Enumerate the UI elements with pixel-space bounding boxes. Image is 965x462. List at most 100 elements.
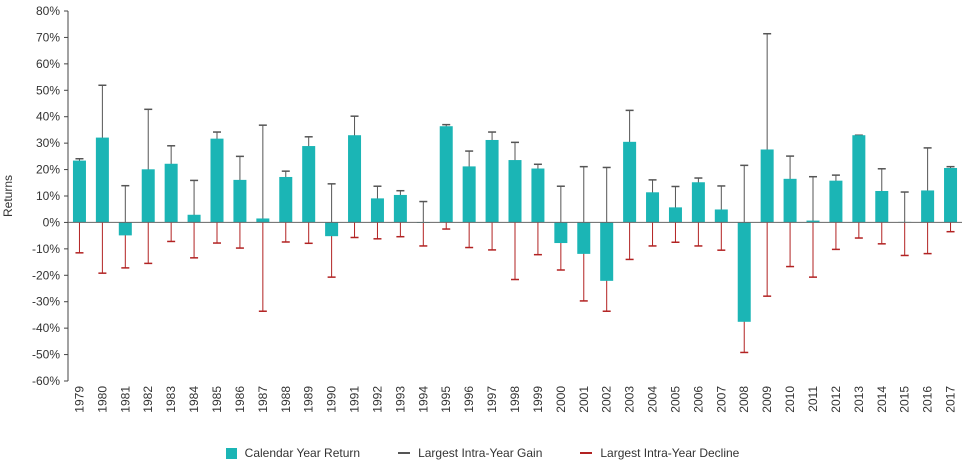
x-tick-label: 2005 <box>668 386 682 413</box>
legend-item-calendar-year-return: Calendar Year Return <box>225 444 361 462</box>
legend-item-largest-intra-year-decline: Largest Intra-Year Decline <box>580 444 739 462</box>
y-tick-label: 10% <box>36 189 60 203</box>
x-tick-label: 2001 <box>577 386 591 413</box>
legend-swatch-calendar-year-return <box>225 447 237 459</box>
y-tick-label: -10% <box>32 242 60 256</box>
return-bar <box>164 163 178 223</box>
return-bar <box>577 222 591 254</box>
x-tick-label: 1995 <box>439 386 453 413</box>
y-axis-title: Returns <box>1 175 15 217</box>
x-tick-label: 1989 <box>302 386 316 413</box>
y-tick-label: 60% <box>36 57 60 71</box>
x-tick-label: 2010 <box>783 386 797 413</box>
return-bar <box>325 222 339 237</box>
bars-group <box>68 32 962 354</box>
y-tick-label: -60% <box>32 374 60 388</box>
x-tick-label: 1985 <box>210 386 224 413</box>
x-tick-label: 2012 <box>829 386 843 413</box>
legend-label-largest-intra-year-gain: Largest Intra-Year Gain <box>418 446 543 460</box>
x-tick-label: 1998 <box>508 386 522 413</box>
y-tick-label: 0% <box>43 215 61 229</box>
legend-swatch-largest-intra-year-gain <box>398 452 411 454</box>
x-tick-label: 1988 <box>279 386 293 413</box>
return-bar <box>600 222 614 281</box>
x-tick-label: 1996 <box>462 386 476 413</box>
return-bar <box>462 166 476 223</box>
x-tick-label: 1986 <box>233 386 247 413</box>
x-tick-label: 2004 <box>646 386 660 413</box>
return-bar <box>348 135 362 223</box>
legend-swatch-largest-intra-year-decline <box>580 452 593 454</box>
return-bar <box>531 168 545 223</box>
return-bar <box>875 190 889 223</box>
x-tick-label: 1992 <box>370 386 384 413</box>
return-bar <box>691 182 705 223</box>
return-bar <box>187 214 201 223</box>
x-tick-label: 1980 <box>95 386 109 413</box>
legend-label-calendar-year-return: Calendar Year Return <box>244 446 361 460</box>
return-bar <box>806 220 820 223</box>
x-tick-label: 1997 <box>485 386 499 413</box>
x-tick-label: 2013 <box>852 386 866 413</box>
y-tick-label: -30% <box>32 295 60 309</box>
x-tick-label: 2000 <box>554 386 568 413</box>
return-bar <box>944 167 958 223</box>
x-tick-label: 2007 <box>714 386 728 413</box>
return-bar <box>72 160 86 223</box>
x-axis: 1979 1980 1981 1982 1983 1984 1985 1986 1987 1988… <box>72 386 957 413</box>
return-bar <box>95 137 109 223</box>
y-tick-label: -40% <box>32 321 60 335</box>
x-tick-label: 1993 <box>393 386 407 413</box>
x-tick-label: 2002 <box>600 386 614 413</box>
x-tick-label: 2006 <box>691 386 705 413</box>
legend-item-largest-intra-year-gain: Largest Intra-Year Gain <box>398 444 542 462</box>
return-bar <box>370 198 384 223</box>
return-bar <box>118 222 132 236</box>
y-tick-label: 50% <box>36 83 60 97</box>
legend-label-largest-intra-year-decline: Largest Intra-Year Decline <box>600 446 740 460</box>
return-bar <box>508 160 522 223</box>
x-tick-label: 1982 <box>141 386 155 413</box>
x-tick-label: 2017 <box>944 386 958 413</box>
returns-chart: 80% 70% 60% 50% 40% 30% 20% 10% 0% -10% -20% -30% -4… <box>1 4 962 413</box>
x-tick-label: 1987 <box>256 386 270 413</box>
return-bar <box>256 218 270 223</box>
y-tick-label: 30% <box>36 136 60 150</box>
x-tick-label: 2011 <box>806 386 820 412</box>
y-tick-label: 80% <box>36 4 60 18</box>
y-axis: 80% 70% 60% 50% 40% 30% 20% 10% 0% -10% -20% -30% -4… <box>32 4 69 388</box>
return-bar <box>279 176 293 223</box>
return-bar <box>554 222 568 244</box>
y-tick-label: 20% <box>36 163 60 177</box>
x-tick-label: 1991 <box>348 386 362 413</box>
return-bar <box>623 141 637 223</box>
return-bar <box>302 146 316 223</box>
return-bar <box>485 139 499 223</box>
x-tick-label: 1994 <box>416 386 430 413</box>
return-bar <box>737 222 751 322</box>
y-tick-label: 70% <box>36 30 60 44</box>
x-tick-label: 2008 <box>737 386 751 413</box>
x-tick-label: 2015 <box>898 386 912 413</box>
x-tick-label: 2009 <box>760 386 774 413</box>
return-bar <box>141 169 155 223</box>
y-tick-label: -20% <box>32 268 60 282</box>
y-tick-label: -50% <box>32 348 60 362</box>
return-bar <box>852 135 866 223</box>
x-tick-label: 1999 <box>531 386 545 413</box>
return-bar <box>760 149 774 223</box>
return-bar <box>439 126 453 223</box>
return-bar <box>921 190 935 223</box>
x-tick-label: 2003 <box>623 386 637 413</box>
x-tick-label: 1990 <box>325 386 339 413</box>
return-bar <box>210 138 224 223</box>
return-bar <box>233 179 247 223</box>
y-tick-label: 40% <box>36 110 60 124</box>
x-tick-label: 1981 <box>118 386 132 413</box>
x-tick-label: 2014 <box>875 386 889 413</box>
return-bar <box>829 180 843 223</box>
x-tick-label: 1979 <box>72 386 86 413</box>
return-bar <box>393 194 407 223</box>
x-tick-label: 1983 <box>164 386 178 413</box>
return-bar <box>646 192 660 223</box>
